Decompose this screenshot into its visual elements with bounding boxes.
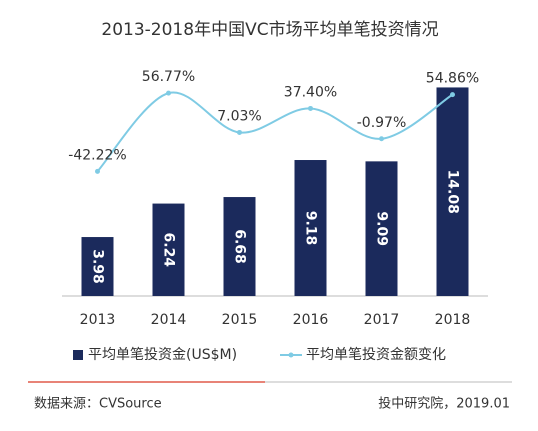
line	[96, 91, 454, 173]
line-point	[166, 90, 171, 96]
bar-label: 14.08	[445, 170, 461, 214]
bar	[294, 160, 327, 296]
line-point	[95, 168, 100, 174]
legend-swatch	[73, 350, 83, 360]
bar	[223, 197, 256, 296]
line-point	[379, 136, 384, 142]
bar-label: 6.68	[232, 229, 248, 264]
line-label: -42.22%	[68, 147, 126, 163]
legend-swatch	[288, 352, 294, 358]
x-tick-label: 2018	[435, 312, 471, 328]
line-point	[308, 105, 313, 111]
bar	[152, 203, 185, 296]
line-point	[237, 129, 242, 135]
line-label: 56.77%	[142, 69, 195, 85]
line-label: 54.86%	[426, 71, 479, 87]
x-tick-label: 2016	[293, 312, 329, 328]
legend-label: 平均单笔投资金额变化	[306, 347, 446, 363]
x-tick-label: 2017	[364, 312, 400, 328]
bar	[436, 87, 469, 296]
x-tick-label: 2013	[80, 312, 116, 328]
bar-label: 6.24	[161, 233, 177, 268]
line-label: 37.40%	[284, 84, 337, 100]
chart-title: 2013-2018年中国VC市场平均单笔投资情况	[101, 20, 438, 40]
bar-label: 3.98	[90, 249, 106, 284]
bar-label: 9.18	[303, 211, 319, 246]
line-label: -0.97%	[357, 115, 407, 131]
bar	[365, 161, 398, 296]
bar-label: 9.09	[374, 211, 390, 246]
line-label: 7.03%	[217, 108, 261, 124]
x-tick-label: 2015	[222, 312, 258, 328]
bar	[81, 237, 114, 296]
source: 数据来源：CVSource	[34, 397, 162, 412]
x-tick-label: 2014	[151, 312, 187, 328]
legend-label: 平均单笔投资金(US$M)	[88, 347, 237, 363]
line-point	[450, 92, 455, 98]
credit: 投中研究院，2019.01	[378, 396, 510, 412]
